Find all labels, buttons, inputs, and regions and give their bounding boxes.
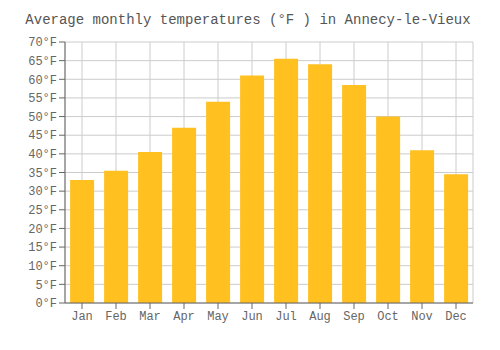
svg-text:55°F: 55°F [28,92,57,106]
html-text:Average monthly temperatures (: Average monthly temperatures (°F ) in An… [25,12,471,28]
svg-text:Jun: Jun [241,310,263,324]
svg-text:Mar: Mar [139,310,161,324]
svg-text:0°F: 0°F [35,297,57,311]
svg-text:20°F: 20°F [28,223,57,237]
svg-text:Aug: Aug [309,310,331,324]
svg-text:25°F: 25°F [28,204,57,218]
svg-text:5°F: 5°F [35,279,57,293]
svg-text:70°F: 70°F [28,36,57,50]
svg-text:60°F: 60°F [28,74,57,88]
svg-text:40°F: 40°F [28,148,57,162]
svg-text:Dec: Dec [445,310,467,324]
svg-text:50°F: 50°F [28,111,57,125]
svg-text:Feb: Feb [105,310,127,324]
svg-text:Jan: Jan [71,310,93,324]
svg-text:45°F: 45°F [28,129,57,143]
svg-text:Oct: Oct [377,310,399,324]
svg-text:30°F: 30°F [28,185,57,199]
svg-text:Jul: Jul [275,310,297,324]
svg-text:Sep: Sep [343,310,365,324]
svg-text:10°F: 10°F [28,260,57,274]
svg-text:Apr: Apr [173,310,195,324]
svg-text:15°F: 15°F [28,241,57,255]
svg-text:35°F: 35°F [28,167,57,181]
svg-text:65°F: 65°F [28,55,57,69]
svg-text:May: May [207,310,229,324]
svg-text:Nov: Nov [411,310,433,324]
